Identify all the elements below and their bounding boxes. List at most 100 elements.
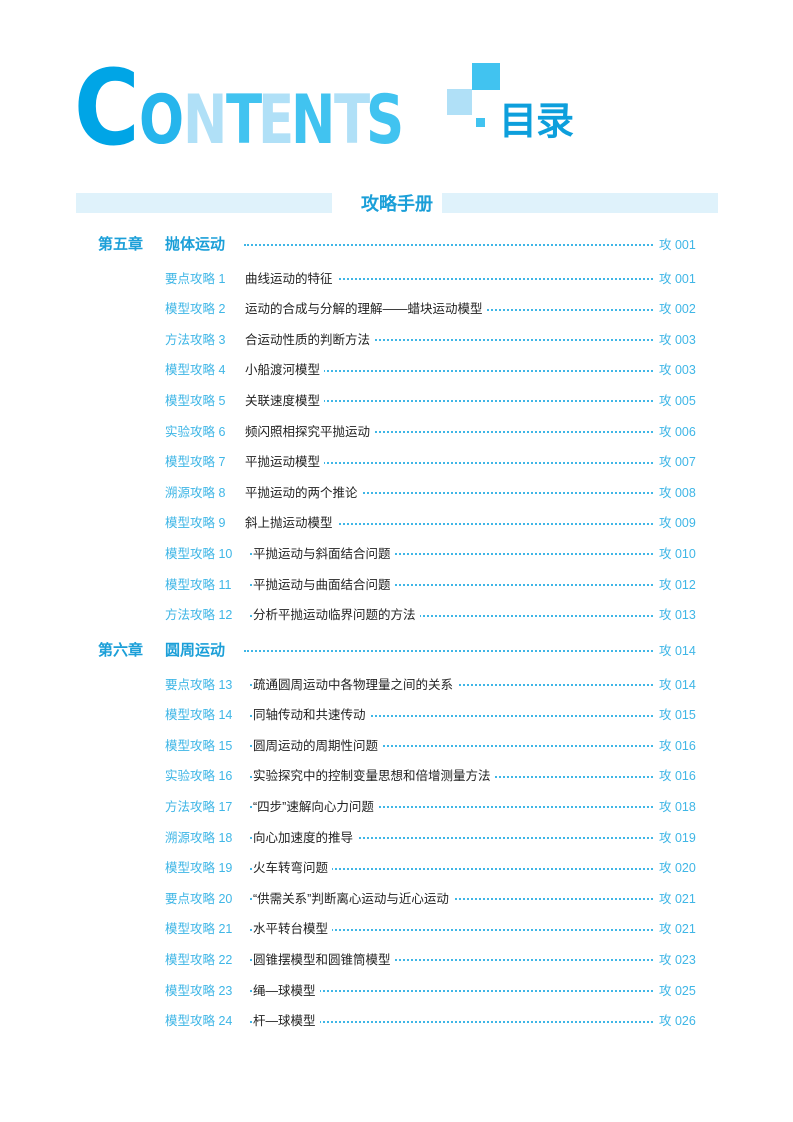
entry-label: 模型攻略 10 xyxy=(165,546,233,561)
entry-title: 圆周运动的周期性问题 xyxy=(253,734,383,754)
leader-dots xyxy=(250,928,653,931)
entry-title: “四步”速解向心力问题 xyxy=(253,795,378,815)
toc-entry[interactable]: 溯源攻略 18 向心加速度的推导 攻 019 xyxy=(0,826,793,846)
page-number: 攻 016 xyxy=(659,738,696,753)
toc-entry[interactable]: 模型攻略 11 平抛运动与曲面结合问题 攻 012 xyxy=(0,573,793,593)
entry-title: 杆—球模型 xyxy=(253,1010,320,1030)
toc-entry[interactable]: 模型攻略 2 运动的合成与分解的理解——蜡块运动模型 攻 002 xyxy=(0,298,793,318)
logo-letter: T xyxy=(333,81,370,160)
logo-square-dark xyxy=(472,63,500,90)
page-number: 攻 013 xyxy=(659,608,696,623)
leader-dots xyxy=(250,522,653,525)
toc-entry[interactable]: 溯源攻略 8 平抛运动的两个推论 攻 008 xyxy=(0,481,793,501)
entry-title: 水平转台模型 xyxy=(253,918,333,938)
toc-entry[interactable]: 要点攻略 13 疏通圆周运动中各物理量之间的关系 攻 014 xyxy=(0,673,793,693)
page-number: 攻 023 xyxy=(659,952,696,967)
page-number: 攻 018 xyxy=(659,799,696,814)
logo-square-light xyxy=(447,89,472,115)
entry-title: 运动的合成与分解的理解——蜡块运动模型 xyxy=(245,298,487,318)
logo-letter: S xyxy=(366,81,404,160)
leader-dots xyxy=(250,1020,653,1023)
page-number: 攻 021 xyxy=(659,891,696,906)
toc-entry[interactable]: 要点攻略 1 曲线运动的特征 攻 001 xyxy=(0,267,793,287)
entry-title: 平抛运动与曲面结合问题 xyxy=(253,573,395,593)
toc-entry[interactable]: 模型攻略 21 水平转台模型 攻 021 xyxy=(0,918,793,938)
page-number: 攻 010 xyxy=(659,546,696,561)
page-number: 攻 002 xyxy=(659,302,696,317)
chapter-row[interactable]: 第五章 抛体运动 攻 001 xyxy=(0,232,793,254)
entry-label: 第五章 xyxy=(98,235,144,253)
leader-dots xyxy=(250,400,653,403)
leader-dots xyxy=(250,867,653,870)
page-number: 攻 005 xyxy=(659,393,696,408)
toc-entry[interactable]: 模型攻略 14 同轴传动和共速传动 攻 015 xyxy=(0,704,793,724)
entry-label: 第六章 xyxy=(98,641,144,659)
toc-entry[interactable]: 模型攻略 7 平抛运动模型 攻 007 xyxy=(0,451,793,471)
toc-entry[interactable]: 要点攻略 20 “供需关系”判断离心运动与近心运动 攻 021 xyxy=(0,887,793,907)
entry-title: 合运动性质的判断方法 xyxy=(245,328,375,348)
entry-label: 模型攻略 14 xyxy=(165,708,233,723)
toc-entry[interactable]: 实验攻略 16 实验探究中的控制变量思想和倍增测量方法 攻 016 xyxy=(0,765,793,785)
page-number: 攻 001 xyxy=(659,271,696,286)
toc-entry[interactable]: 模型攻略 10 平抛运动与斜面结合问题 攻 010 xyxy=(0,542,793,562)
toc-entry[interactable]: 方法攻略 12 分析平抛运动临界问题的方法 攻 013 xyxy=(0,604,793,624)
page-number: 攻 019 xyxy=(659,830,696,845)
entry-label: 方法攻略 17 xyxy=(165,799,233,814)
toc-entry[interactable]: 模型攻略 5 关联速度模型 攻 005 xyxy=(0,389,793,409)
entry-title: 火车转弯问题 xyxy=(253,857,333,877)
logo-letter: N xyxy=(290,81,335,160)
toc-entry[interactable]: 实验攻略 6 频闪照相探究平抛运动 攻 006 xyxy=(0,420,793,440)
leader-dots xyxy=(250,431,653,433)
page-number: 攻 014 xyxy=(659,643,696,658)
entry-title: 抛体运动 xyxy=(165,232,230,254)
entry-label: 溯源攻略 8 xyxy=(165,485,226,500)
page-number: 攻 021 xyxy=(659,922,696,937)
entry-label: 实验攻略 16 xyxy=(165,769,233,784)
leader-dots xyxy=(244,244,653,246)
entry-label: 模型攻略 5 xyxy=(165,393,226,408)
entry-label: 实验攻略 6 xyxy=(165,424,226,439)
toc-entry[interactable]: 模型攻略 24 杆—球模型 攻 026 xyxy=(0,1010,793,1030)
leader-dots xyxy=(250,584,653,586)
toc-entry[interactable]: 模型攻略 15 圆周运动的周期性问题 攻 016 xyxy=(0,734,793,754)
entry-title: 分析平抛运动临界问题的方法 xyxy=(253,604,420,624)
entry-label: 模型攻略 22 xyxy=(165,952,233,967)
toc-entry[interactable]: 模型攻略 22 圆锥摆模型和圆锥筒模型 攻 023 xyxy=(0,948,793,968)
leader-dots xyxy=(244,650,653,652)
page-number: 攻 014 xyxy=(659,677,696,692)
section-banner: 攻略手册 xyxy=(76,193,718,214)
toc-entry[interactable]: 模型攻略 4 小船渡河模型 攻 003 xyxy=(0,359,793,379)
entry-title: 曲线运动的特征 xyxy=(245,267,337,287)
leader-dots xyxy=(250,461,653,464)
leader-dots xyxy=(250,959,653,962)
logo-letter: C xyxy=(74,47,140,169)
logo-square-small xyxy=(476,118,485,127)
entry-title: 圆周运动 xyxy=(165,638,230,660)
entry-title: 实验探究中的控制变量思想和倍增测量方法 xyxy=(253,765,495,785)
toc-entry[interactable]: 模型攻略 23 绳—球模型 攻 025 xyxy=(0,979,793,999)
logo-letter: O xyxy=(139,81,184,160)
page-number: 攻 026 xyxy=(659,1014,696,1029)
toc-entry[interactable]: 模型攻略 9 斜上抛运动模型 攻 009 xyxy=(0,512,793,532)
entry-title: “供需关系”判断离心运动与近心运动 xyxy=(253,887,453,907)
chapter-row[interactable]: 第六章 圆周运动 攻 014 xyxy=(0,638,793,660)
toc-entry[interactable]: 方法攻略 3 合运动性质的判断方法 攻 003 xyxy=(0,328,793,348)
page-number: 攻 003 xyxy=(659,363,696,378)
entry-label: 模型攻略 19 xyxy=(165,861,233,876)
page-number: 攻 001 xyxy=(659,237,696,252)
leader-dots xyxy=(250,614,653,617)
toc-entry[interactable]: 方法攻略 17 “四步”速解向心力问题 攻 018 xyxy=(0,795,793,815)
entry-title: 小船渡河模型 xyxy=(245,359,325,379)
entry-title: 斜上抛运动模型 xyxy=(245,512,337,532)
page-number: 攻 006 xyxy=(659,424,696,439)
page-number: 攻 020 xyxy=(659,861,696,876)
entry-title: 平抛运动与斜面结合问题 xyxy=(253,542,395,562)
entry-title: 频闪照相探究平抛运动 xyxy=(245,420,375,440)
logo-letter: T xyxy=(226,81,262,160)
leader-dots xyxy=(250,553,653,556)
entry-label: 模型攻略 21 xyxy=(165,922,233,937)
toc-entry[interactable]: 模型攻略 19 火车转弯问题 攻 020 xyxy=(0,857,793,877)
entry-title: 绳—球模型 xyxy=(253,979,320,999)
entry-label: 方法攻略 12 xyxy=(165,608,233,623)
entry-title: 圆锥摆模型和圆锥筒模型 xyxy=(253,948,395,968)
